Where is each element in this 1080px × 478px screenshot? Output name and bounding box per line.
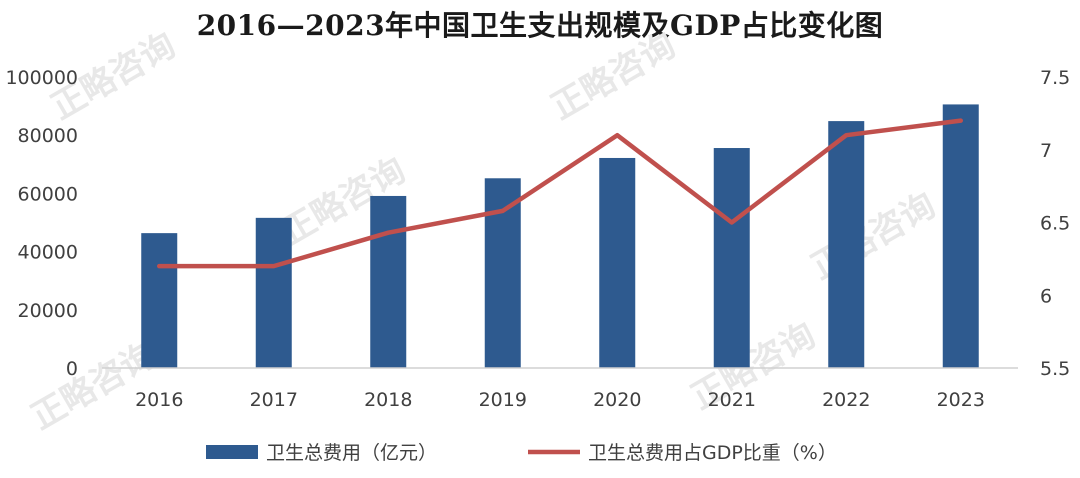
legend-label-bar: 卫生总费用（亿元） — [266, 442, 437, 464]
watermark-text: 正略咨询 — [545, 25, 683, 128]
x-tick-label: 2020 — [593, 389, 641, 411]
x-tick-label: 2017 — [250, 389, 298, 411]
left-tick-label: 60000 — [18, 183, 78, 205]
left-tick-label: 100000 — [5, 67, 78, 89]
x-axis-ticks: 2016 2017 2018 2019 2020 2021 2022 2023 — [135, 389, 985, 411]
legend: 卫生总费用（亿元） 卫生总费用占GDP比重（%） — [206, 442, 837, 464]
bar-2019 — [484, 178, 521, 368]
right-tick-label: 6 — [1040, 285, 1052, 307]
x-tick-label: 2022 — [822, 389, 870, 411]
bar-2018 — [370, 195, 407, 368]
left-tick-label: 0 — [66, 358, 78, 380]
watermark-text: 正略咨询 — [805, 185, 943, 288]
legend-swatch-bar — [206, 445, 258, 459]
chart-title: 2016—2023年中国卫生支出规模及GDP占比变化图 — [196, 9, 884, 42]
line-ratio — [157, 118, 963, 269]
left-axis-ticks: 0 20000 40000 60000 80000 100000 — [5, 67, 78, 380]
right-tick-label: 5.5 — [1040, 358, 1070, 380]
bar-2016 — [141, 233, 178, 368]
left-tick-label: 20000 — [18, 300, 78, 322]
right-tick-label: 6.5 — [1040, 213, 1070, 235]
bar-2023 — [942, 104, 979, 369]
legend-label-line: 卫生总费用占GDP比重（%） — [588, 442, 837, 464]
bar-series — [141, 104, 979, 369]
left-tick-label: 40000 — [18, 242, 78, 264]
right-axis-ticks: 5.5 6 6.5 7 7.5 — [1040, 67, 1070, 380]
x-tick-label: 2019 — [479, 389, 527, 411]
bar-2022 — [828, 121, 865, 368]
left-tick-label: 80000 — [18, 125, 78, 147]
bar-2021 — [713, 148, 750, 368]
x-tick-label: 2018 — [364, 389, 412, 411]
line-series — [157, 118, 963, 269]
bar-2020 — [599, 157, 636, 368]
right-tick-label: 7.5 — [1040, 67, 1070, 89]
x-tick-label: 2016 — [135, 389, 183, 411]
x-tick-label: 2023 — [937, 389, 985, 411]
right-tick-label: 7 — [1040, 140, 1052, 162]
bar-2017 — [255, 217, 292, 368]
x-tick-label: 2021 — [708, 389, 756, 411]
